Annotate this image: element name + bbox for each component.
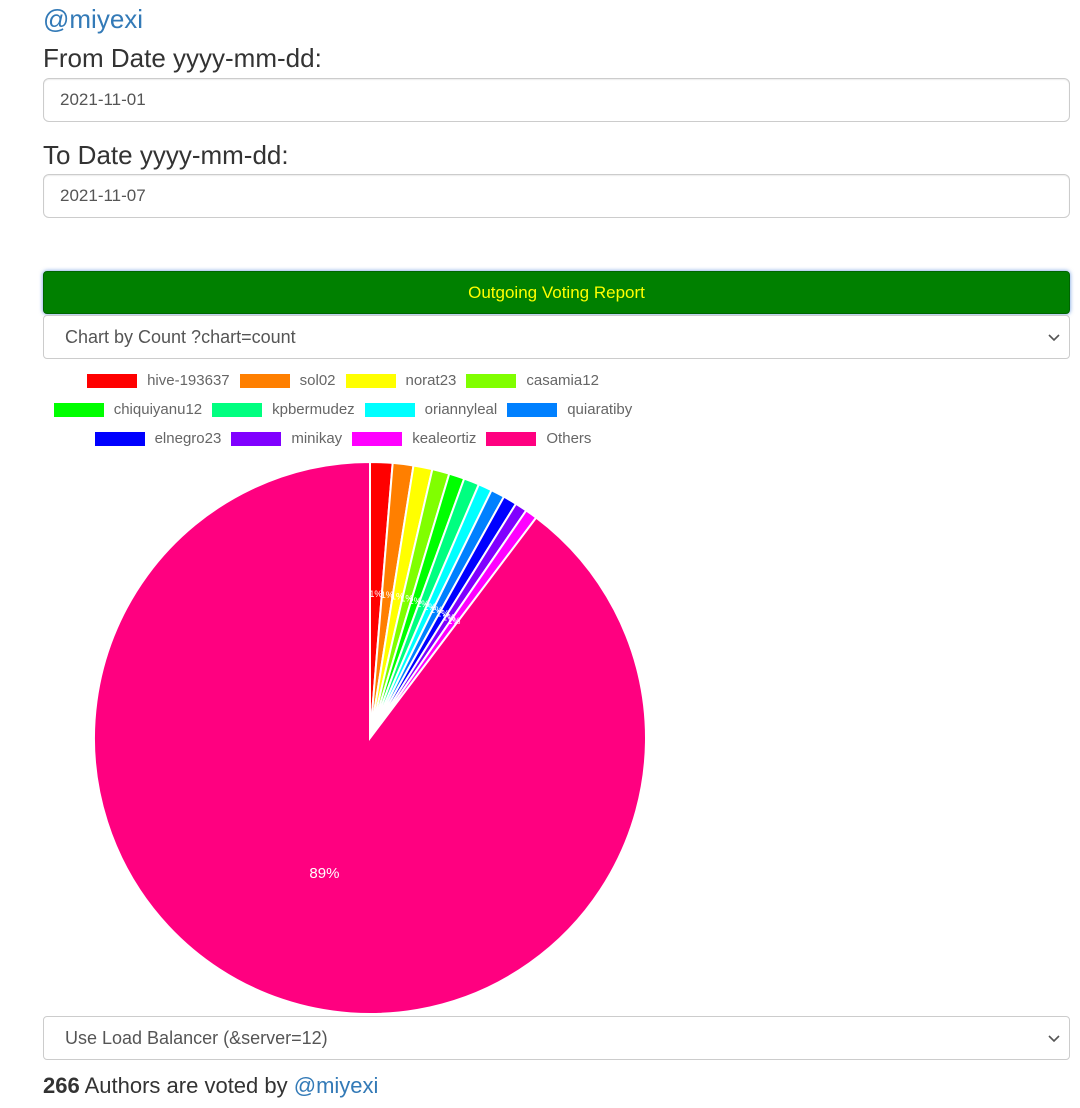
legend-swatch: [352, 431, 403, 446]
legend-row: chiquiyanu12 kpbermudez oriannyleal quiarat…: [43, 395, 643, 424]
legend-label: norat23: [405, 372, 457, 389]
chevron-down-icon: [1048, 334, 1060, 342]
legend-swatch: [364, 402, 415, 417]
pie-data-label: 1%: [400, 594, 413, 604]
authors-count: 266: [43, 1073, 80, 1098]
legend-swatch: [231, 431, 282, 446]
from-date-input[interactable]: [43, 78, 1070, 122]
legend-item[interactable]: chiquiyanu12: [53, 401, 203, 418]
pie-data-label: 89%: [309, 865, 339, 882]
legend-item[interactable]: kealeortiz: [352, 430, 476, 447]
legend-label: kpbermudez: [272, 401, 355, 418]
server-select-value: Use Load Balancer (&server=12): [65, 1028, 328, 1048]
legend-item[interactable]: Others: [486, 430, 591, 447]
server-select[interactable]: Use Load Balancer (&server=12): [43, 1016, 1070, 1060]
footer-user-link[interactable]: @miyexi: [293, 1073, 379, 1098]
pie-data-label: 1%: [409, 596, 422, 606]
pie-data-label: 1%: [442, 612, 455, 622]
legend-label: oriannyleal: [424, 401, 498, 418]
outgoing-voting-report-button[interactable]: Outgoing Voting Report: [43, 271, 1070, 314]
pie-data-label: 1%: [430, 605, 443, 615]
pie-data-label: 1%: [436, 609, 449, 619]
legend-item[interactable]: norat23: [345, 372, 457, 389]
legend-item[interactable]: casamia12: [466, 372, 599, 389]
pie-data-label: 1%: [423, 602, 436, 612]
legend-item[interactable]: sol02: [239, 372, 336, 389]
legend-label: quiaratiby: [567, 401, 633, 418]
legend-item[interactable]: minikay: [231, 430, 342, 447]
legend-label: minikay: [291, 430, 343, 447]
legend-swatch: [212, 402, 263, 417]
legend-row: hive-193637 sol02 norat23 casamia12: [43, 366, 643, 395]
legend-label: sol02: [299, 372, 336, 389]
legend-swatch: [345, 373, 396, 388]
legend-swatch: [87, 373, 138, 388]
legend-swatch: [486, 431, 537, 446]
chart-type-select-value: Chart by Count ?chart=count: [65, 327, 296, 347]
legend-swatch: [466, 373, 517, 388]
legend-label: chiquiyanu12: [113, 401, 203, 418]
legend-item[interactable]: elnegro23: [94, 430, 222, 447]
legend-label: hive-193637: [147, 372, 230, 389]
pie-data-label: 1%: [391, 592, 404, 602]
to-date-input[interactable]: [43, 174, 1070, 218]
pie-slice[interactable]: [93, 460, 647, 1015]
footer-text: Authors are voted by: [79, 1073, 294, 1098]
pie-data-label: 1%: [416, 599, 429, 609]
legend-label: kealeortiz: [412, 430, 477, 447]
chart-type-select[interactable]: Chart by Count ?chart=count: [43, 315, 1070, 359]
legend-swatch: [53, 402, 104, 417]
pie-data-label: 1%: [381, 590, 394, 600]
legend-row: elnegro23 minikay kealeortiz Others: [43, 424, 643, 453]
legend-label: casamia12: [526, 372, 599, 389]
chevron-down-icon: [1048, 1035, 1060, 1043]
to-date-label: To Date yyyy-mm-dd:: [43, 140, 289, 170]
legend-item[interactable]: kpbermudez: [212, 401, 355, 418]
from-date-label: From Date yyyy-mm-dd:: [43, 43, 322, 73]
pie-data-label: 1%: [369, 589, 382, 599]
legend-swatch: [507, 402, 558, 417]
legend-item[interactable]: oriannyleal: [364, 401, 498, 418]
footer-summary: 266 Authors are voted by @miyexi: [43, 1070, 378, 1102]
legend-item[interactable]: quiaratiby: [507, 401, 632, 418]
legend-swatch: [94, 431, 145, 446]
user-link[interactable]: @miyexi: [43, 4, 144, 34]
legend-swatch: [239, 373, 290, 388]
legend-item[interactable]: hive-193637: [87, 372, 230, 389]
pie-data-label: 1%: [447, 616, 460, 626]
legend-label: elnegro23: [154, 430, 222, 447]
legend-label: Others: [546, 430, 592, 447]
